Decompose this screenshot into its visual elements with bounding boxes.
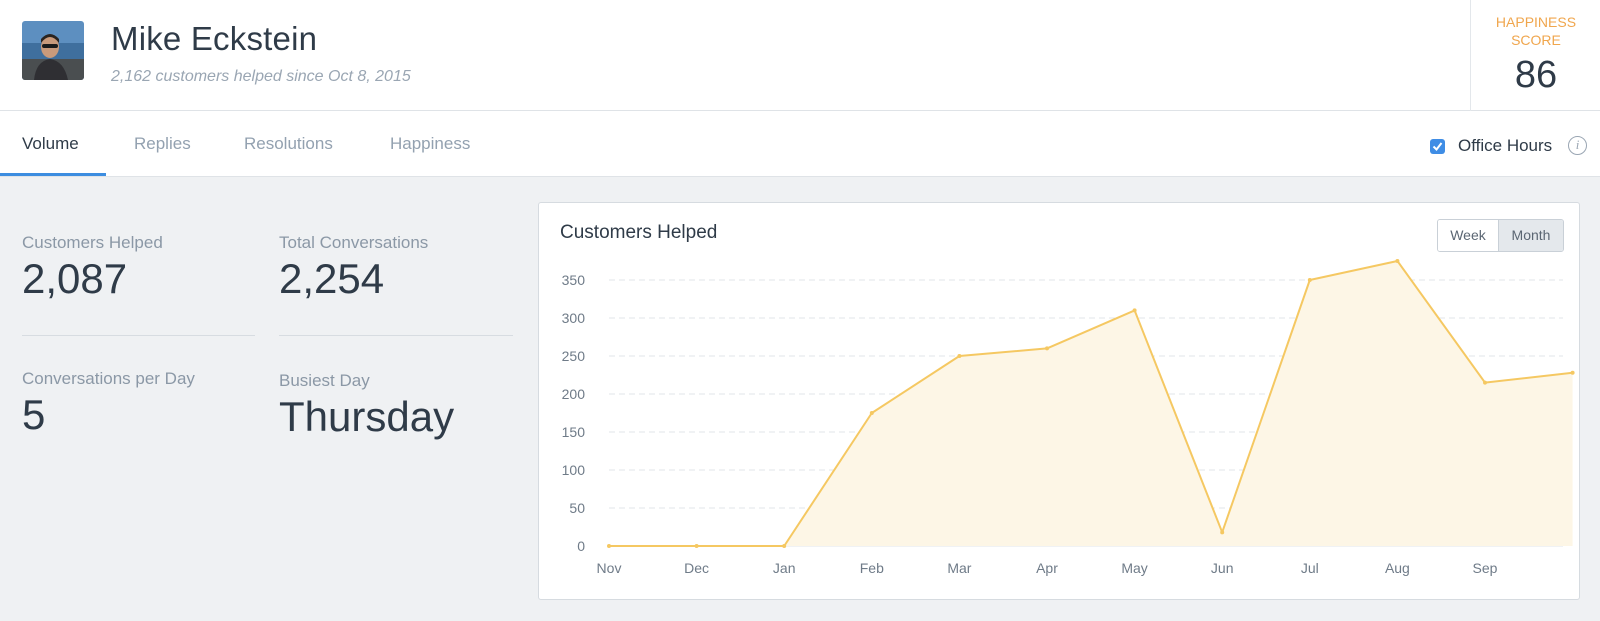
user-name: Mike Eckstein [111,20,318,57]
stat-label: Busiest Day [279,371,370,390]
data-point [957,354,962,358]
active-tab-indicator [0,173,106,176]
y-tick-label: 150 [562,424,586,440]
happiness-score-label: HAPPINESS SCORE [1495,14,1577,48]
x-tick-label: Aug [1385,560,1410,576]
y-tick-label: 100 [562,462,586,478]
stat-label: Conversations per Day [22,369,195,388]
stat-customers-helped: Customers Helped 2,087 [22,233,163,303]
x-tick-label: Nov [597,560,622,576]
y-tick-label: 350 [562,272,586,288]
stat-conversations-per-day: Conversations per Day 5 [22,369,195,439]
data-point [694,544,699,548]
data-point [1045,346,1049,351]
period-toggle[interactable]: Week Month [1437,219,1564,252]
stat-total-conversations: Total Conversations 2,254 [279,233,428,303]
stat-value: 2,087 [22,255,128,302]
y-tick-label: 250 [562,348,586,364]
customers-helped-chart-card: 0 50 100 150 200 250 300 350 Nov Dec Jan Feb Mar Apr M… [538,202,1580,600]
x-tick-label: Dec [684,560,709,576]
office-hours-label: Office Hours [1458,136,1553,155]
tab-resolutions[interactable]: Resolutions [244,134,333,153]
happiness-score-panel: HAPPINESS SCORE 86 [1470,0,1600,111]
data-point [607,544,611,548]
x-tick-label: Jul [1301,560,1319,576]
data-point [1570,370,1575,375]
profile-header: Mike Eckstein 2,162 customers helped sin… [0,0,1600,111]
report-tabs: Volume Replies Resolutions Happiness Off… [0,111,1600,177]
week-button[interactable]: Week [1438,220,1499,251]
happiness-score-value: 86 [1514,54,1558,96]
customers-helped-chart: 0 50 100 150 200 250 300 350 Nov Dec Jan Feb Mar Apr M… [562,259,1575,576]
month-button[interactable]: Month [1499,220,1563,251]
stat-label: Total Conversations [279,233,429,252]
stat-busiest-day: Busiest Day Thursday [279,371,454,441]
series-line [609,260,1573,547]
data-point [1220,530,1225,535]
series-area [609,261,1573,546]
stat-value: 5 [22,391,46,438]
x-tick-label: May [1121,560,1147,576]
stat-label: Customers Helped [22,233,163,252]
tab-volume[interactable]: Volume [22,134,79,153]
tab-happiness[interactable]: Happiness [390,134,471,153]
data-point [1132,308,1137,313]
stat-divider [279,335,513,336]
info-icon[interactable]: i [1568,136,1587,155]
data-point [1483,380,1487,385]
data-point [1395,259,1400,263]
user-subtitle: 2,162 customers helped since Oct 8, 2015 [111,68,411,85]
chart-title: Customers Helped [560,222,718,243]
y-tick-label: 0 [577,538,585,554]
stat-divider [22,335,255,336]
data-point [782,544,787,548]
stat-value: Thursday [279,393,455,440]
tab-replies[interactable]: Replies [134,134,191,153]
stat-value: 2,254 [279,255,385,302]
x-tick-label: Feb [860,560,884,576]
y-tick-label: 50 [569,500,585,516]
y-tick-label: 200 [562,386,586,402]
x-tick-label: Sep [1473,560,1498,576]
x-tick-label: Mar [947,560,971,576]
x-tick-label: Jan [773,560,796,576]
x-tick-label: Jun [1211,560,1234,576]
data-point [869,411,874,415]
office-hours-checkbox[interactable] [1430,139,1445,154]
avatar[interactable] [22,21,84,80]
data-point [1307,278,1312,282]
y-tick-label: 300 [562,310,586,326]
x-tick-label: Apr [1036,560,1058,576]
